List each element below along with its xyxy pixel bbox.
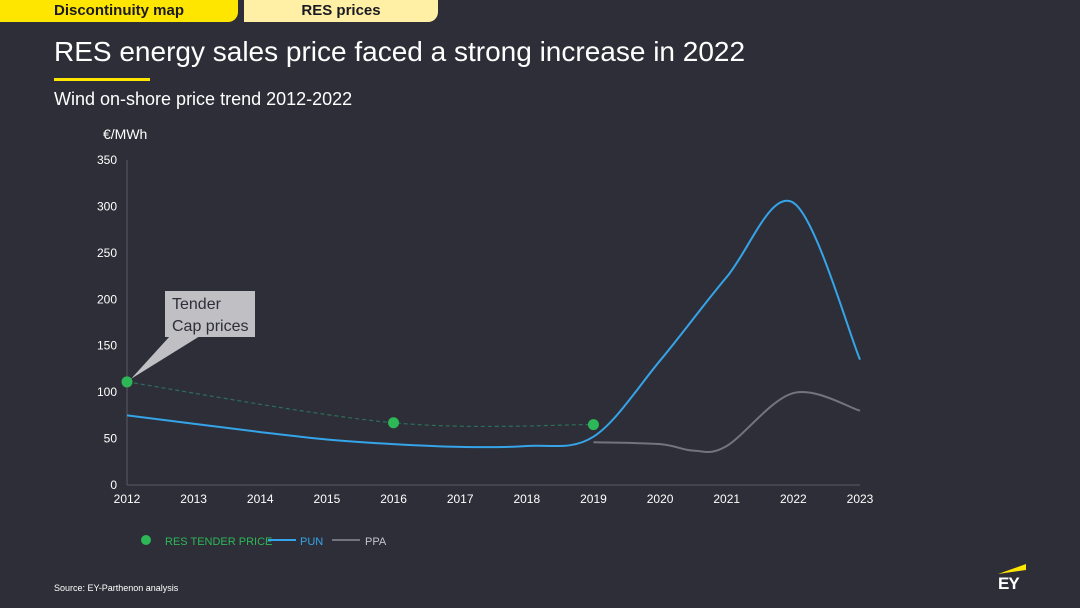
- tender-price-point: [587, 419, 599, 431]
- y-tick-label: 300: [97, 199, 117, 213]
- tender-price-point: [121, 376, 133, 388]
- y-tick-label: 50: [104, 432, 118, 446]
- x-tick-label: 2022: [780, 492, 807, 506]
- source-note: Source: EY-Parthenon analysis: [54, 583, 179, 593]
- callout-box: [165, 291, 255, 337]
- y-tick-label: 250: [97, 246, 117, 260]
- x-tick-label: 2012: [114, 492, 141, 506]
- y-tick-label: 200: [97, 292, 117, 306]
- x-tick-label: 2016: [380, 492, 407, 506]
- x-tick-label: 2021: [713, 492, 740, 506]
- x-tick-label: 2020: [647, 492, 674, 506]
- y-tick-label: 150: [97, 339, 117, 353]
- series-line-ppa: [593, 391, 861, 454]
- legend-marker-res-tender-price: [141, 535, 151, 545]
- legend-label-pun: PUN: [300, 536, 323, 548]
- logo-text: EY: [998, 574, 1020, 593]
- ey-logo: EY: [994, 562, 1030, 594]
- x-tick-label: 2023: [847, 492, 874, 506]
- tender-trend-line: [126, 381, 594, 428]
- tab-discontinuity-map[interactable]: Discontinuity map: [0, 0, 238, 22]
- title-underline: [54, 78, 150, 81]
- y-tick-label: 100: [97, 385, 117, 399]
- x-tick-label: 2019: [580, 492, 607, 506]
- x-tick-label: 2017: [447, 492, 474, 506]
- x-tick-label: 2013: [180, 492, 207, 506]
- x-tick-label: 2018: [513, 492, 540, 506]
- legend-label-ppa: PPA: [365, 536, 387, 548]
- callout-pointer: [131, 336, 200, 379]
- callout-text-line1: Tender: [172, 296, 222, 313]
- series-line-pun: [126, 199, 861, 449]
- y-axis-unit-label: €/MWh: [103, 126, 147, 142]
- tender-price-point: [388, 417, 400, 429]
- logo-slash-icon: [998, 564, 1026, 574]
- page-title: RES energy sales price faced a strong in…: [54, 36, 746, 67]
- legend-label-res-tender-price: RES TENDER PRICE: [165, 536, 272, 548]
- tab-res-prices[interactable]: RES prices: [244, 0, 438, 22]
- y-tick-label: 0: [110, 478, 117, 492]
- callout-text-line2: Cap prices: [172, 318, 248, 335]
- x-tick-label: 2014: [247, 492, 274, 506]
- y-tick-label: 350: [97, 153, 117, 167]
- x-tick-label: 2015: [314, 492, 341, 506]
- chart-subtitle: Wind on-shore price trend 2012-2022: [54, 89, 353, 109]
